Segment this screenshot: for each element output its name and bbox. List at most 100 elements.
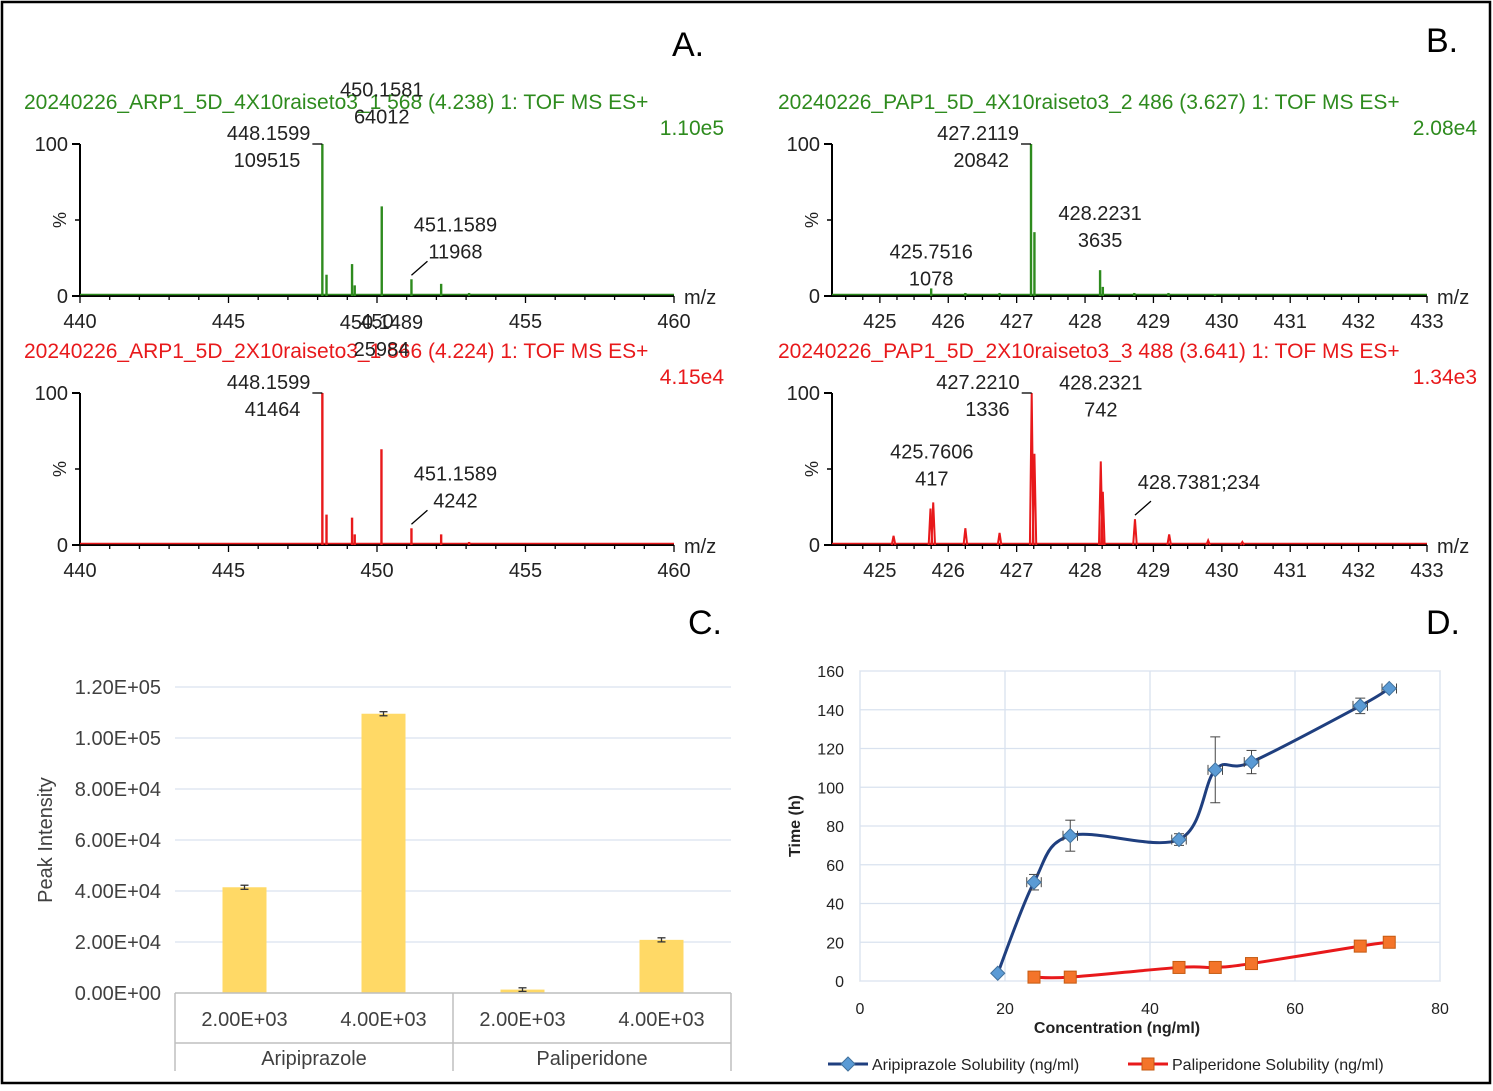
panel-b-spectrum-2-y-tick-label: 100 [787,383,820,405]
panel-c-y-tick-label: 6.00E+04 [75,830,161,852]
panel-b-spectrum-1-x-tick-label: 427 [1000,311,1033,333]
panel-c-bar [639,939,684,993]
panel-b-spectrum-2-x-label: m/z [1437,536,1469,558]
panel-b-spectrum-2-intensity: 1.34e3 [1413,366,1477,389]
panel-d-legend-label: Paliperidone Solubility (ng/ml) [1172,1057,1384,1074]
panel-a-spectrum-1-header: 20240226_ARP1_5D_4X10raiseto3_1 568 (4.2… [24,91,648,114]
panel-d-legend-marker [840,1056,856,1072]
panel-b-spectrum-1-peak-label: 425.7516 [889,241,972,263]
panel-d-legend-label: Aripiprazole Solubility (ng/ml) [872,1057,1079,1074]
panel-b-spectrum-2-y-tick-label: 0 [809,535,820,557]
panel-b-spectrum-1-peak-label: 428.2231 [1058,203,1141,225]
panel-c-group-label: Aripiprazole [261,1048,367,1070]
panel-b-spectrum-1-y-label: % [802,212,822,228]
panel-a-spectrum-2-x-tick-label: 450 [360,560,393,582]
panel-a-spectrum-2-peak-label: 451.1589 [414,463,497,485]
panel-c-y-tick-label: 0.00E+00 [75,983,161,1005]
panel-a-spectrum-1-intensity: 1.10e5 [660,117,724,140]
panel-a-spectrum-1-y-tick-label: 0 [57,286,68,308]
panel-a-spectrum-1-peak-label: 450.1581 [340,79,423,101]
panel-b-spectrum-2-x-tick-label: 427 [1000,560,1033,582]
panel-b-spectrum-2-peak [1132,519,1138,546]
panel-c-y-tick-label: 1.00E+05 [75,728,161,750]
panel-label-c: C. [688,604,722,642]
panel-a-spectrum-2-intensity: 4.15e4 [660,366,725,389]
panel-a-spectrum-2-y-tick-label: 0 [57,535,68,557]
panel-b-spectrum-2-peak-label: 1336 [965,399,1010,421]
panel-d-aripiprazole-point [1243,754,1260,770]
panel-a-spectrum-1-x-tick-label: 460 [657,311,690,333]
panel-d-paliperidone-point [1027,970,1041,984]
panel-d-y-tick-label: 0 [835,974,844,991]
panel-b-spectrum-2-peak-label: 425.7606 [890,442,973,464]
panel-b-spectrum-2-peak-label: 428.2321 [1059,372,1142,394]
panel-b-spectrum-2-peak [1239,539,1246,546]
panel-d-y-label: Time (h) [787,795,804,857]
panel-d-paliperidone-point [1172,960,1186,974]
panel-b-spectrum-1-x-tick-label: 431 [1274,311,1307,333]
panel-c-y-tick-label: 4.00E+04 [75,881,161,903]
panel-b-spectrum-1-x-tick-label: 429 [1137,311,1170,333]
panel-c-bar [222,887,267,993]
panel-b-spectrum-2-x-tick-label: 426 [932,560,965,582]
panel-a-spectrum-1-peak-label: 64012 [354,106,410,128]
panel-d-aripiprazole-point [1381,680,1397,697]
panel-label-d: D. [1426,604,1460,642]
panel-d-aripiprazole-point [1171,831,1187,848]
panel-b-spectrum-2-y-label: % [802,461,822,477]
panel-b-spectrum-2-x-tick-label: 433 [1410,560,1443,582]
panel-b-spectrum-2-peak [996,532,1003,546]
panel-c-x-tick-label: 4.00E+03 [340,1009,426,1031]
panel-d-paliperidone-point [1245,957,1258,971]
panel-b-spectrum-2-peak [1205,537,1211,546]
panel-a-spectrum-2-peak-label: 448.1599 [227,372,310,394]
panel-a-spectrum-1-x-tick-label: 455 [509,311,542,333]
panel-label-a: A. [672,26,704,64]
panel-d-x-tick-label: 40 [1141,1001,1159,1018]
panel-d-y-tick-label: 20 [826,935,844,952]
panel-d-y-tick-label: 40 [826,897,844,914]
panel-label-b: B. [1426,22,1458,60]
panel-b-spectrum-2-x-tick-label: 425 [863,560,896,582]
panel-b-spectrum-2-peak [930,502,937,546]
panel-b-spectrum-2-x-tick-label: 429 [1137,560,1170,582]
panel-c-y-tick-label: 2.00E+04 [75,932,161,954]
panel-a-spectrum-2-y-label: % [50,461,70,477]
panel-b-spectrum-1-intensity: 2.08e4 [1413,117,1478,140]
panel-b-spectrum-1-x-tick-label: 426 [932,311,965,333]
panel-a-spectrum-1-x-tick-label: 445 [212,311,245,333]
panel-a-spectrum-2-x-tick-label: 445 [212,560,245,582]
panel-b-spectrum-2-header: 20240226_PAP1_5D_2X10raiseto3_3 488 (3.6… [778,340,1400,363]
panel-d-y-tick-label: 100 [817,780,844,797]
panel-c-y-tick-label: 8.00E+04 [75,779,161,801]
panel-a-spectrum-2-x-tick-label: 455 [509,560,542,582]
panel-a-spectrum-1-peak-label: 109515 [234,150,301,172]
panel-b-spectrum-1-x-label: m/z [1437,287,1469,309]
panel-d-y-tick-label: 60 [826,858,844,875]
panel-b-spectrum-1-x-tick-label: 428 [1068,311,1101,333]
panel-d-y-tick-label: 160 [817,664,844,681]
panel-b-spectrum-2-peak [1031,453,1038,546]
panel-d-x-tick-label: 20 [996,1001,1014,1018]
panel-b-spectrum-2-x-tick-label: 431 [1274,560,1307,582]
panel-b-spectrum-2-x-tick-label: 428 [1068,560,1101,582]
panel-b-spectrum-2-leader [1134,500,1152,516]
panel-d-y-tick-label: 80 [826,819,844,836]
panel-a-spectrum-2-x-tick-label: 440 [63,560,96,582]
panel-d-aripiprazole-point [1352,698,1368,714]
panel-d-x-label: Concentration (ng/ml) [1034,1020,1200,1037]
panel-a-spectrum-1-x-tick-label: 450 [360,311,393,333]
panel-c-group-label: Paliperidone [536,1048,647,1070]
panel-a-spectrum-1-y-tick-label: 100 [35,134,68,156]
panel-c-bar [361,713,406,993]
panel-a-spectrum-2-y-tick-label: 100 [35,383,68,405]
panel-b-spectrum-2-peak-label: 742 [1084,399,1117,421]
panel-a-spectrum-2-x-label: m/z [684,536,716,558]
panel-a-spectrum-1-peak-label: 451.1589 [414,214,497,236]
panel-b-spectrum-1-peak-label: 427.2119 [937,123,1019,145]
panel-b-spectrum-1-y-tick-label: 100 [787,134,820,156]
panel-d-aripiprazole-point [1062,827,1078,844]
panel-b-spectrum-2-peak-label: 428.7381;234 [1138,472,1260,494]
